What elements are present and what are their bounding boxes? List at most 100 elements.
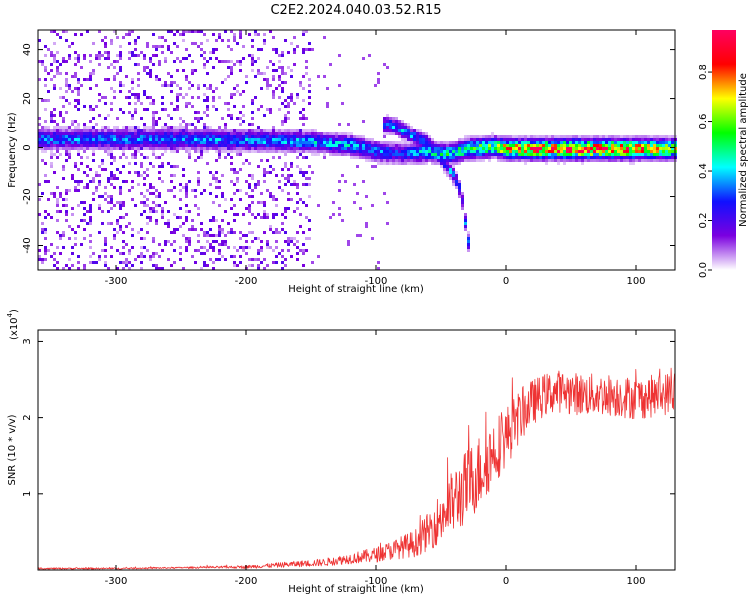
heatmap-cell <box>149 186 152 189</box>
heatmap-cell <box>428 156 431 159</box>
heatmap-cell <box>284 141 287 144</box>
heatmap-cell <box>41 159 44 162</box>
heatmap-cell <box>119 228 122 231</box>
heatmap-cell <box>149 102 152 105</box>
heatmap-cell <box>392 132 395 135</box>
heatmap-cell <box>329 63 332 66</box>
heatmap-cell <box>125 126 128 129</box>
heatmap-cell <box>515 138 518 141</box>
heatmap-cell <box>452 168 455 171</box>
heatmap-cell <box>416 156 419 159</box>
heatmap-cell <box>233 204 236 207</box>
heatmap-cell <box>77 102 80 105</box>
heatmap-cell <box>440 156 443 159</box>
heatmap-cell <box>383 162 386 165</box>
heatmap-cell <box>506 150 509 153</box>
heatmap-cell <box>170 132 173 135</box>
heatmap-cell <box>194 195 197 198</box>
heatmap-cell <box>389 153 392 156</box>
heatmap-cell <box>77 255 80 258</box>
heatmap-cell <box>236 138 239 141</box>
heatmap-cell <box>83 201 86 204</box>
heatmap-cell <box>458 141 461 144</box>
heatmap-cell <box>65 72 68 75</box>
heatmap-cell <box>158 165 161 168</box>
heatmap-cell <box>284 183 287 186</box>
heatmap-cell <box>356 150 359 153</box>
heatmap-cell <box>155 111 158 114</box>
heatmap-cell <box>191 135 194 138</box>
heatmap-cell <box>290 93 293 96</box>
heatmap-cell <box>128 126 131 129</box>
heatmap-cell <box>593 135 596 138</box>
heatmap-cell <box>578 147 581 150</box>
heatmap-cell <box>236 147 239 150</box>
heatmap-cell <box>110 195 113 198</box>
heatmap-cell <box>68 237 71 240</box>
heatmap-cell <box>44 216 47 219</box>
heatmap-cell <box>386 156 389 159</box>
heatmap-cell <box>71 129 74 132</box>
heatmap-cell <box>398 159 401 162</box>
heatmap-cell <box>404 132 407 135</box>
heatmap-cell <box>89 204 92 207</box>
heatmap-cell <box>164 141 167 144</box>
heatmap-cell <box>536 141 539 144</box>
heatmap-cell <box>662 159 665 162</box>
heatmap-cell <box>506 159 509 162</box>
heatmap-cell <box>494 141 497 144</box>
heatmap-cell <box>299 141 302 144</box>
heatmap-cell <box>53 84 56 87</box>
heatmap-cell <box>113 144 116 147</box>
heatmap-cell <box>431 144 434 147</box>
heatmap-cell <box>581 147 584 150</box>
heatmap-cell <box>353 147 356 150</box>
heatmap-cell <box>41 141 44 144</box>
heatmap-cell <box>242 144 245 147</box>
heatmap-cell <box>377 72 380 75</box>
heatmap-cell <box>80 84 83 87</box>
heatmap-cell <box>293 36 296 39</box>
heatmap-cell <box>218 126 221 129</box>
heatmap-cell <box>152 255 155 258</box>
heatmap-cell <box>332 141 335 144</box>
heatmap-cell <box>152 54 155 57</box>
heatmap-cell <box>527 153 530 156</box>
heatmap-cell <box>344 132 347 135</box>
heatmap-cell <box>515 141 518 144</box>
heatmap-cell <box>53 30 56 33</box>
heatmap-cell <box>338 207 341 210</box>
heatmap-cell <box>134 258 137 261</box>
heatmap-cell <box>569 144 572 147</box>
heatmap-cell <box>290 162 293 165</box>
heatmap-cell <box>74 237 77 240</box>
heatmap-cell <box>380 141 383 144</box>
heatmap-cell <box>419 162 422 165</box>
heatmap-cell <box>191 105 194 108</box>
heatmap-cell <box>479 147 482 150</box>
heatmap-cell <box>185 78 188 81</box>
heatmap-cell <box>122 144 125 147</box>
heatmap-cell <box>104 102 107 105</box>
heatmap-cell <box>329 138 332 141</box>
heatmap-cell <box>167 135 170 138</box>
heatmap-cell <box>143 255 146 258</box>
heatmap-cell <box>566 141 569 144</box>
heatmap-cell <box>50 132 53 135</box>
heatmap-cell <box>167 219 170 222</box>
heatmap-cell <box>119 207 122 210</box>
heatmap-cell <box>149 192 152 195</box>
heatmap-cell <box>659 138 662 141</box>
heatmap-cell <box>389 141 392 144</box>
heatmap-cell <box>443 156 446 159</box>
heatmap-cell <box>254 237 257 240</box>
heatmap-cell <box>104 78 107 81</box>
heatmap-cell <box>377 159 380 162</box>
heatmap-cell <box>83 264 86 267</box>
heatmap-cell <box>98 144 101 147</box>
heatmap-cell <box>50 111 53 114</box>
heatmap-cell <box>272 93 275 96</box>
heatmap-cell <box>128 189 131 192</box>
heatmap-cell <box>152 141 155 144</box>
heatmap-cell <box>53 132 56 135</box>
